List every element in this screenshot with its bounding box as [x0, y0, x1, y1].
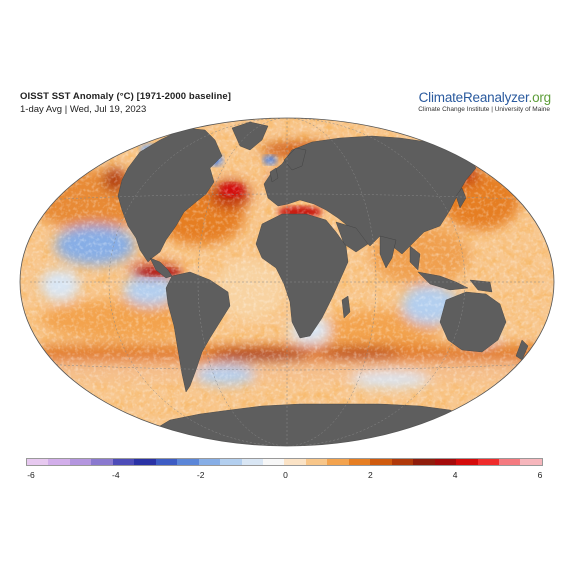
colorbar-swatch [520, 459, 542, 465]
land-layer [117, 121, 529, 446]
south-america-land [165, 271, 231, 393]
greenland-land [231, 121, 269, 151]
brand-logo[interactable]: ClimateReanalyzer.org [418, 90, 552, 105]
colorbar-swatch [27, 459, 49, 465]
colorbar-swatch [305, 459, 328, 465]
colorbar-swatch [177, 459, 199, 465]
scandinavia-land [283, 147, 307, 171]
colorbar-tick-label: 4 [452, 470, 458, 480]
colorbar-tick-label: 6 [537, 470, 543, 480]
colorbar-swatch [48, 459, 70, 465]
arabia-land [335, 221, 369, 253]
colorbar-swatch [91, 459, 113, 465]
southeast-asia-land [409, 245, 421, 271]
colorbar-swatch [370, 459, 392, 465]
globe-outline [19, 117, 555, 447]
colorbar-tick-label: -6 [27, 470, 35, 480]
colorbar-swatch [198, 459, 221, 465]
colorbar-swatch [69, 459, 92, 465]
colorbar-swatch [348, 459, 371, 465]
madagascar-land [341, 295, 351, 319]
colorbar-swatch [498, 459, 521, 465]
india-land [379, 235, 397, 269]
colorbar-swatch [155, 459, 178, 465]
eurasia-land [263, 135, 477, 255]
colorbar-tick-label: -4 [112, 470, 120, 480]
africa-land [255, 213, 349, 339]
brand-name: ClimateReanalyzer [418, 90, 529, 105]
north-america-land [117, 127, 223, 263]
colorbar-swatch [134, 459, 156, 465]
colorbar-swatch [284, 459, 306, 465]
colorbar-swatch [241, 459, 263, 465]
brand-tld: .org [528, 90, 552, 105]
colorbar-swatch [391, 459, 414, 465]
colorbar-swatch [112, 459, 135, 465]
map-subtitle: 1-day Avg | Wed, Jul 19, 2023 [20, 104, 147, 115]
colorbar-swatch [262, 459, 285, 465]
australia-land [439, 291, 507, 353]
colorbar-swatch [477, 459, 499, 465]
japan-land [455, 187, 467, 209]
colorbar-swatch [327, 459, 349, 465]
colorbar-tick-label: -2 [196, 470, 205, 480]
colorbar [26, 458, 543, 466]
colorbar-tick-label: 2 [367, 470, 373, 480]
indonesia-land [417, 271, 469, 291]
colorbar-swatch [413, 459, 435, 465]
colorbar-swatch [456, 459, 478, 465]
colorbar-tick-label: 0 [283, 470, 288, 480]
british-isles-land [269, 167, 279, 183]
brand-subtitle: Climate Change Institute | University of… [418, 106, 550, 113]
graticule [30, 118, 544, 446]
map-title: OISST SST Anomaly (°C) [1971-2000 baseli… [20, 91, 232, 102]
new-guinea-land [469, 279, 493, 293]
colorbar-swatch [220, 459, 242, 465]
colorbar-swatch [434, 459, 457, 465]
